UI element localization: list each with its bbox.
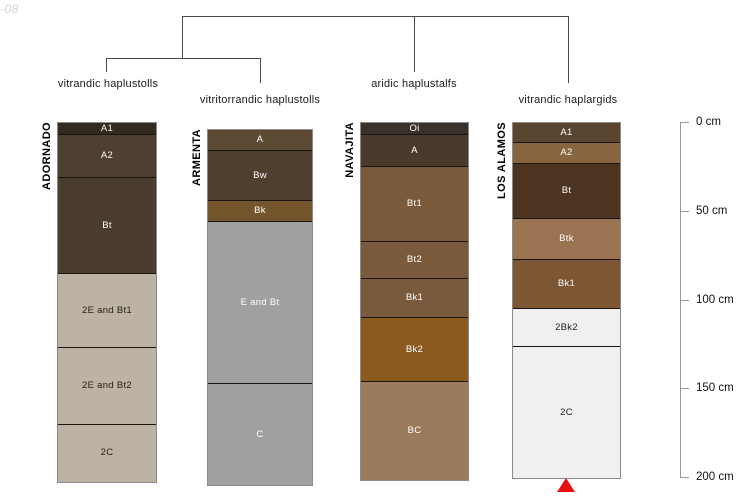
dendrogram-branch-vitrandic-haplustolls: [106, 58, 107, 72]
horizon-label: A1: [100, 122, 114, 134]
horizon-label: Bk2: [405, 343, 424, 355]
taxon-label-aridic-haplustalfs: aridic haplustalfs: [371, 78, 457, 90]
depth-tick-label: 150 cm: [696, 382, 734, 395]
soil-horizon[interactable]: 2C: [513, 346, 620, 478]
red-triangle-marker-icon: [556, 478, 575, 492]
horizon-label: 2E and Bt2: [81, 380, 132, 392]
depth-tick: [680, 477, 689, 478]
soil-horizon[interactable]: 2Bk2: [513, 309, 620, 347]
horizon-label: 2Bk2: [555, 321, 578, 333]
soil-profile-adornado: A1 A2 Bt 2E and Bt1 2E and Bt2 2C ADORNADO: [41, 122, 157, 483]
soil-horizon[interactable]: C: [208, 383, 312, 486]
soil-horizon[interactable]: A: [361, 135, 468, 168]
soil-horizon[interactable]: Oi: [361, 122, 468, 136]
soil-horizon[interactable]: Bk1: [513, 259, 620, 310]
soil-horizon[interactable]: Btk: [513, 218, 620, 260]
depth-tick: [680, 299, 689, 301]
dendrogram-root-bar: [182, 16, 569, 17]
profile-name-label: ARMENTA: [191, 129, 203, 187]
soil-horizon[interactable]: Bk1: [361, 279, 468, 319]
profile-column: A1 A2 Bt 2E and Bt1 2E and Bt2 2C: [57, 122, 157, 483]
soil-horizon[interactable]: Bk2: [361, 318, 468, 383]
soil-horizon[interactable]: 2E and Bt2: [58, 348, 156, 425]
profile-column: A1 A2 Bt Btk Bk1 2Bk2 2C: [512, 122, 621, 479]
horizon-label: Bt2: [406, 254, 423, 266]
profile-name-label: ADORNADO: [41, 122, 53, 190]
horizon-label: A: [256, 134, 264, 146]
taxon-label-vitrandic-haplustolls: vitrandic haplustolls: [57, 78, 159, 90]
depth-tick: [680, 210, 689, 212]
soil-horizon[interactable]: Bt: [513, 163, 620, 219]
depth-tick-label: 100 cm: [696, 293, 734, 306]
horizon-label: E and Bt: [240, 296, 280, 308]
horizon-label: 2C: [560, 406, 573, 418]
depth-tick-label: 0 cm: [696, 116, 721, 128]
soil-horizon[interactable]: E and Bt: [208, 222, 312, 384]
dendrogram-branch-left-stem: [182, 16, 183, 59]
soil-horizon[interactable]: BC: [361, 382, 468, 480]
depth-tick: [680, 122, 689, 123]
profile-column: A Bw Bk E and Bt C: [207, 129, 313, 487]
depth-tick-label: 50 cm: [696, 204, 728, 217]
horizon-label: Bt: [561, 185, 572, 197]
soil-horizon[interactable]: A1: [513, 123, 620, 143]
horizon-label: 2E and Bt1: [81, 304, 132, 316]
soil-profile-armenta: A Bw Bk E and Bt C ARMENTA: [191, 129, 313, 487]
taxon-label-vitrandic-haplargids: vitrandic haplargids: [518, 94, 618, 106]
dendrogram-branch-haplustalfs: [414, 16, 415, 72]
soil-profile-los-alamos: A1 A2 Bt Btk Bk1 2Bk2 2C LOS ALAMOS: [496, 122, 621, 492]
depth-tick: [680, 388, 689, 390]
depth-tick-label: 200 cm: [696, 471, 734, 483]
horizon-label: 2C: [100, 447, 114, 459]
dendrogram-branch-vitritorrandic-haplustolls: [260, 58, 261, 83]
soil-horizon[interactable]: Bk: [208, 201, 312, 223]
horizon-label: Bk1: [405, 292, 424, 304]
soil-horizon[interactable]: A1: [58, 122, 156, 136]
soil-horizon[interactable]: 2E and Bt1: [58, 273, 156, 349]
soil-horizon[interactable]: A: [208, 130, 312, 152]
watermark-text: -08: [0, 2, 19, 16]
profile-name-label: LOS ALAMOS: [496, 122, 508, 199]
dendrogram-branch-haplargids: [568, 16, 569, 83]
horizon-label: Bk1: [557, 278, 576, 290]
soil-horizon[interactable]: A2: [513, 142, 620, 164]
horizon-label: A1: [560, 126, 573, 138]
soil-horizon[interactable]: Bw: [208, 151, 312, 202]
profile-name-label: NAVAJITA: [344, 122, 356, 178]
horizon-label: Bw: [253, 169, 267, 181]
profile-column: Oi A Bt1 Bt2 Bk1 Bk2 BC: [360, 122, 469, 481]
soil-horizon[interactable]: A2: [58, 135, 156, 179]
horizon-label: Bk: [254, 205, 266, 217]
horizon-label: A2: [100, 150, 114, 162]
horizon-label: A: [411, 145, 418, 157]
horizon-label: Bt: [102, 219, 112, 231]
soil-horizon[interactable]: 2C: [58, 424, 156, 482]
horizon-label: BC: [407, 425, 422, 437]
soil-horizon[interactable]: Bt1: [361, 167, 468, 242]
soil-horizon[interactable]: Bt: [58, 178, 156, 274]
soil-horizon[interactable]: Bt2: [361, 241, 468, 280]
taxon-label-vitritorrandic-haplustolls: vitritorrandic haplustolls: [199, 94, 321, 106]
soil-profile-navajita: Oi A Bt1 Bt2 Bk1 Bk2 BC NAVAJITA: [344, 122, 469, 481]
horizon-label: A2: [560, 146, 573, 158]
horizon-label: Oi: [409, 122, 420, 134]
horizon-label: Btk: [559, 233, 574, 244]
horizon-label: C: [256, 428, 264, 440]
dendrogram-sub-bar: [106, 58, 261, 59]
horizon-label: Bt1: [406, 198, 423, 210]
